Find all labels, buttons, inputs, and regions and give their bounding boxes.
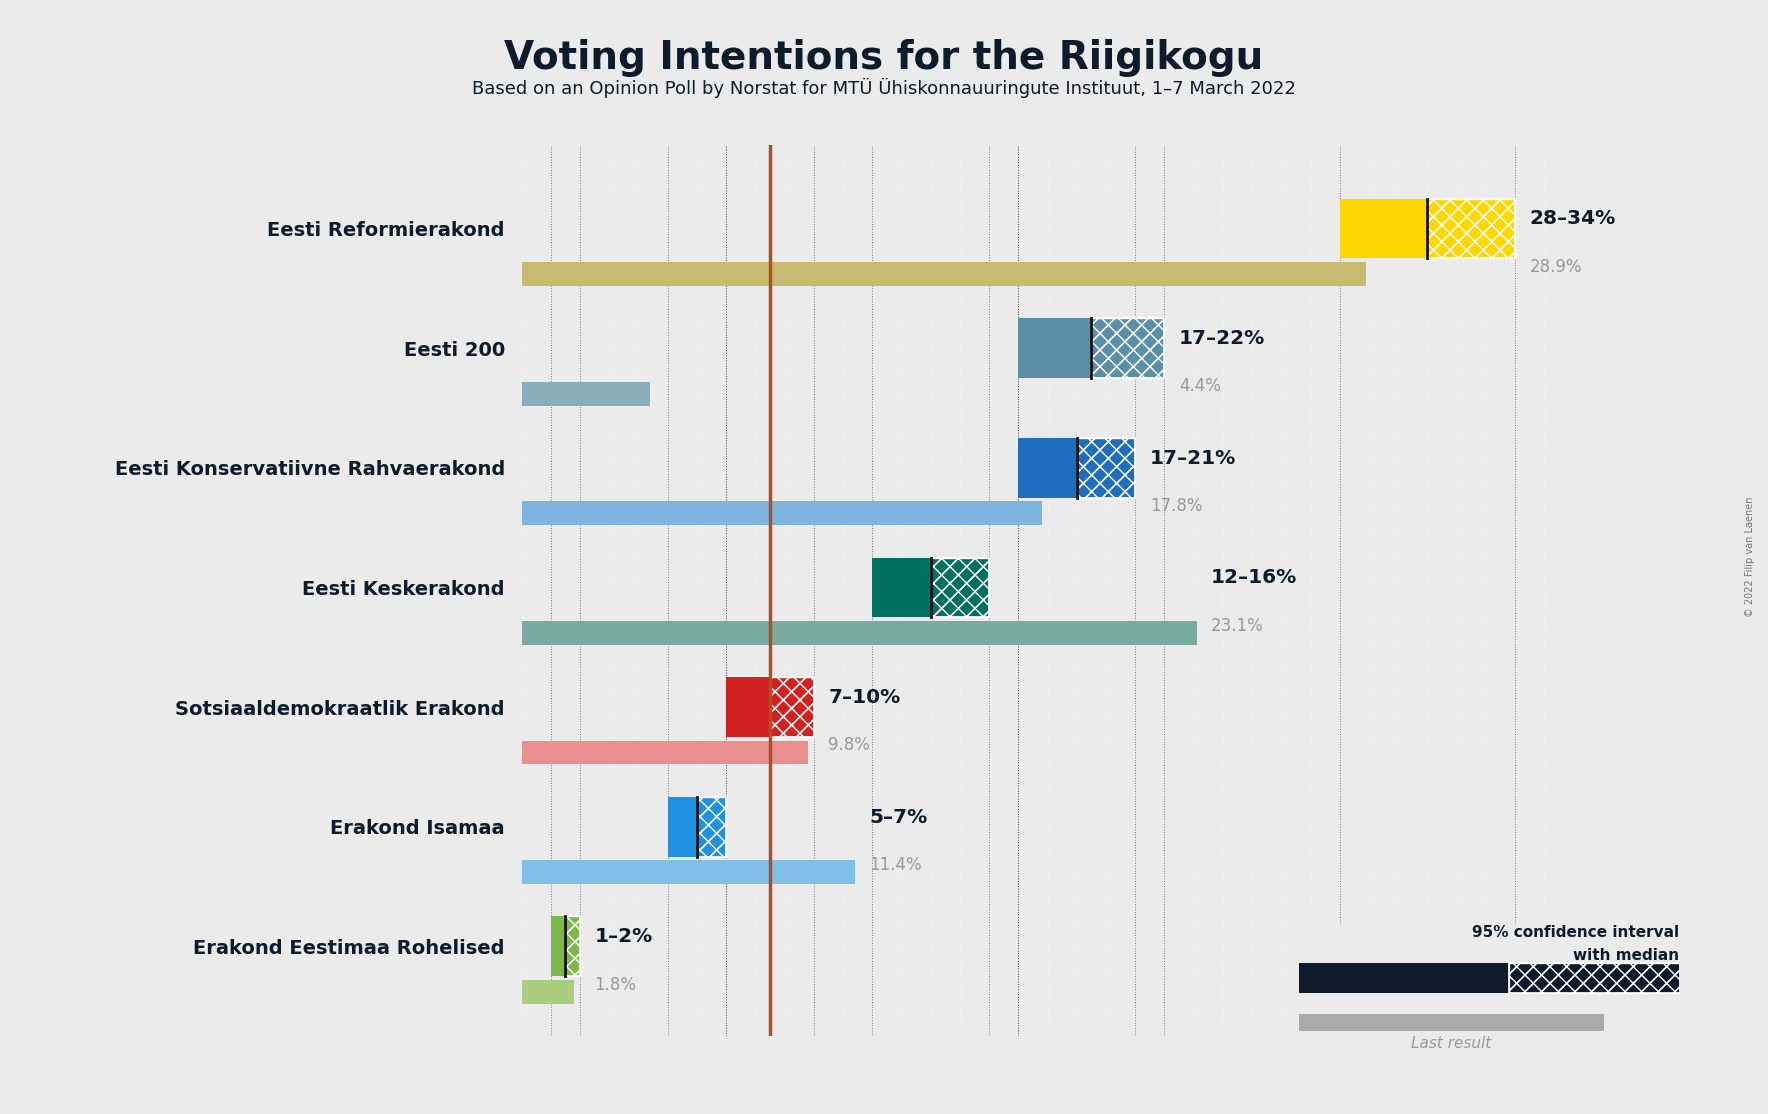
Text: 17–22%: 17–22% <box>1179 329 1266 348</box>
Text: 1.8%: 1.8% <box>594 976 636 994</box>
Text: 9.8%: 9.8% <box>829 736 870 754</box>
Bar <box>566 917 580 976</box>
Bar <box>566 917 580 976</box>
Bar <box>1508 962 1680 994</box>
Bar <box>1091 319 1165 378</box>
Text: 28–34%: 28–34% <box>1529 209 1616 228</box>
Bar <box>1091 319 1165 378</box>
Text: 17.8%: 17.8% <box>1149 497 1202 515</box>
Text: 12–16%: 12–16% <box>1211 568 1298 587</box>
Bar <box>522 501 1041 525</box>
Bar <box>769 677 813 737</box>
Bar <box>872 557 930 617</box>
Bar <box>1427 198 1515 258</box>
Text: 4.4%: 4.4% <box>1179 378 1222 395</box>
Text: 95% confidence interval: 95% confidence interval <box>1473 925 1680 939</box>
Text: 17–21%: 17–21% <box>1149 449 1236 468</box>
Bar <box>552 917 566 976</box>
Bar <box>1018 319 1091 378</box>
Text: 5–7%: 5–7% <box>870 808 928 827</box>
Bar <box>1091 319 1165 378</box>
Bar <box>522 741 808 764</box>
Text: 7–10%: 7–10% <box>829 688 900 707</box>
Bar <box>1508 962 1680 994</box>
Bar <box>1077 438 1135 498</box>
Text: 11.4%: 11.4% <box>870 856 921 874</box>
Bar <box>930 557 988 617</box>
Bar <box>1018 438 1077 498</box>
Text: Based on an Opinion Poll by Norstat for MTÜ Ühiskonnauuringute Instituut, 1–7 Ma: Based on an Opinion Poll by Norstat for … <box>472 78 1296 98</box>
Bar <box>930 557 988 617</box>
Bar <box>668 797 697 857</box>
Bar <box>522 382 651 405</box>
Bar <box>1508 962 1680 994</box>
Bar <box>1077 438 1135 498</box>
Bar <box>1340 198 1427 258</box>
Bar <box>1299 962 1508 994</box>
Bar <box>727 677 769 737</box>
Bar <box>1299 1014 1604 1030</box>
Bar <box>522 980 575 1004</box>
Text: Voting Intentions for the Riigikogu: Voting Intentions for the Riigikogu <box>504 39 1264 77</box>
Bar <box>697 797 727 857</box>
Text: © 2022 Filip van Laenen: © 2022 Filip van Laenen <box>1745 497 1756 617</box>
Bar <box>1427 198 1515 258</box>
Bar <box>769 677 813 737</box>
Text: 23.1%: 23.1% <box>1211 617 1264 635</box>
Text: 1–2%: 1–2% <box>594 927 652 946</box>
Bar <box>1077 438 1135 498</box>
Bar <box>522 262 1367 286</box>
Bar <box>697 797 727 857</box>
Bar <box>769 677 813 737</box>
Text: with median: with median <box>1574 948 1680 962</box>
Bar <box>566 917 580 976</box>
Text: 28.9%: 28.9% <box>1529 257 1582 276</box>
Text: Last result: Last result <box>1411 1036 1492 1052</box>
Bar <box>522 620 1197 645</box>
Bar <box>522 860 854 885</box>
Bar <box>697 797 727 857</box>
Bar <box>930 557 988 617</box>
Bar <box>1427 198 1515 258</box>
